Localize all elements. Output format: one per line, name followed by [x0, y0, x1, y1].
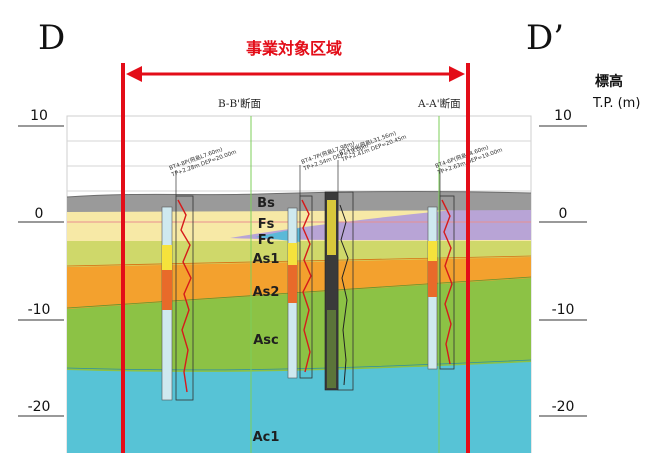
layer-label-as2: As2	[253, 285, 280, 300]
elevation-unit: T.P. (m)	[592, 96, 640, 111]
layer-label-as1: As1	[253, 252, 280, 267]
borehole-bt4-6p	[427, 168, 455, 370]
tick-label: 0	[559, 206, 568, 222]
layer-label-asc: Asc	[253, 333, 279, 348]
arrow-right-icon	[449, 66, 465, 82]
tick-label: 0	[35, 206, 44, 222]
borehole-bt4-9d	[324, 160, 354, 391]
cross-section-labels: B-B'断面 A-A'断面	[218, 97, 461, 110]
layer-ac1	[67, 360, 531, 453]
layer-label-bs: Bs	[257, 196, 275, 211]
tick-label: -20	[552, 399, 575, 415]
project-area-label: 事業対象区域	[246, 39, 342, 58]
elevation-axis-right: 10 0 -10 -20	[539, 108, 587, 417]
layer-bs	[67, 191, 531, 212]
layer-label-fc: Fc	[258, 233, 275, 248]
elevation-title: 標高	[595, 73, 623, 90]
cross-section-label-aa: A-A'断面	[417, 97, 461, 110]
layer-label-fs: Fs	[258, 217, 275, 232]
borehole-bt4-8p	[161, 170, 194, 401]
borehole-bt4-7p	[287, 165, 313, 379]
elevation-axis-left: 10 0 -10 -20	[18, 108, 64, 417]
layer-label-ac1: Ac1	[253, 430, 280, 445]
arrow-left-icon	[126, 66, 142, 82]
tick-label: -10	[552, 302, 575, 318]
tick-label: -20	[28, 399, 51, 415]
project-area-marker: 事業対象区域	[121, 39, 470, 453]
tick-label: -10	[28, 302, 51, 318]
boreholes	[161, 160, 455, 401]
section-end-label: D’	[526, 18, 564, 58]
cross-section-label-bb: B-B'断面	[218, 97, 261, 110]
tick-label: 10	[30, 108, 48, 124]
layer-labels: Bs Fs Fc As1 As2 Asc Ac1	[253, 196, 280, 445]
section-lines	[250, 116, 440, 453]
section-start-label: D	[38, 18, 65, 58]
layer-as2	[67, 256, 531, 309]
strata	[66, 190, 532, 453]
tick-label: 10	[554, 108, 572, 124]
